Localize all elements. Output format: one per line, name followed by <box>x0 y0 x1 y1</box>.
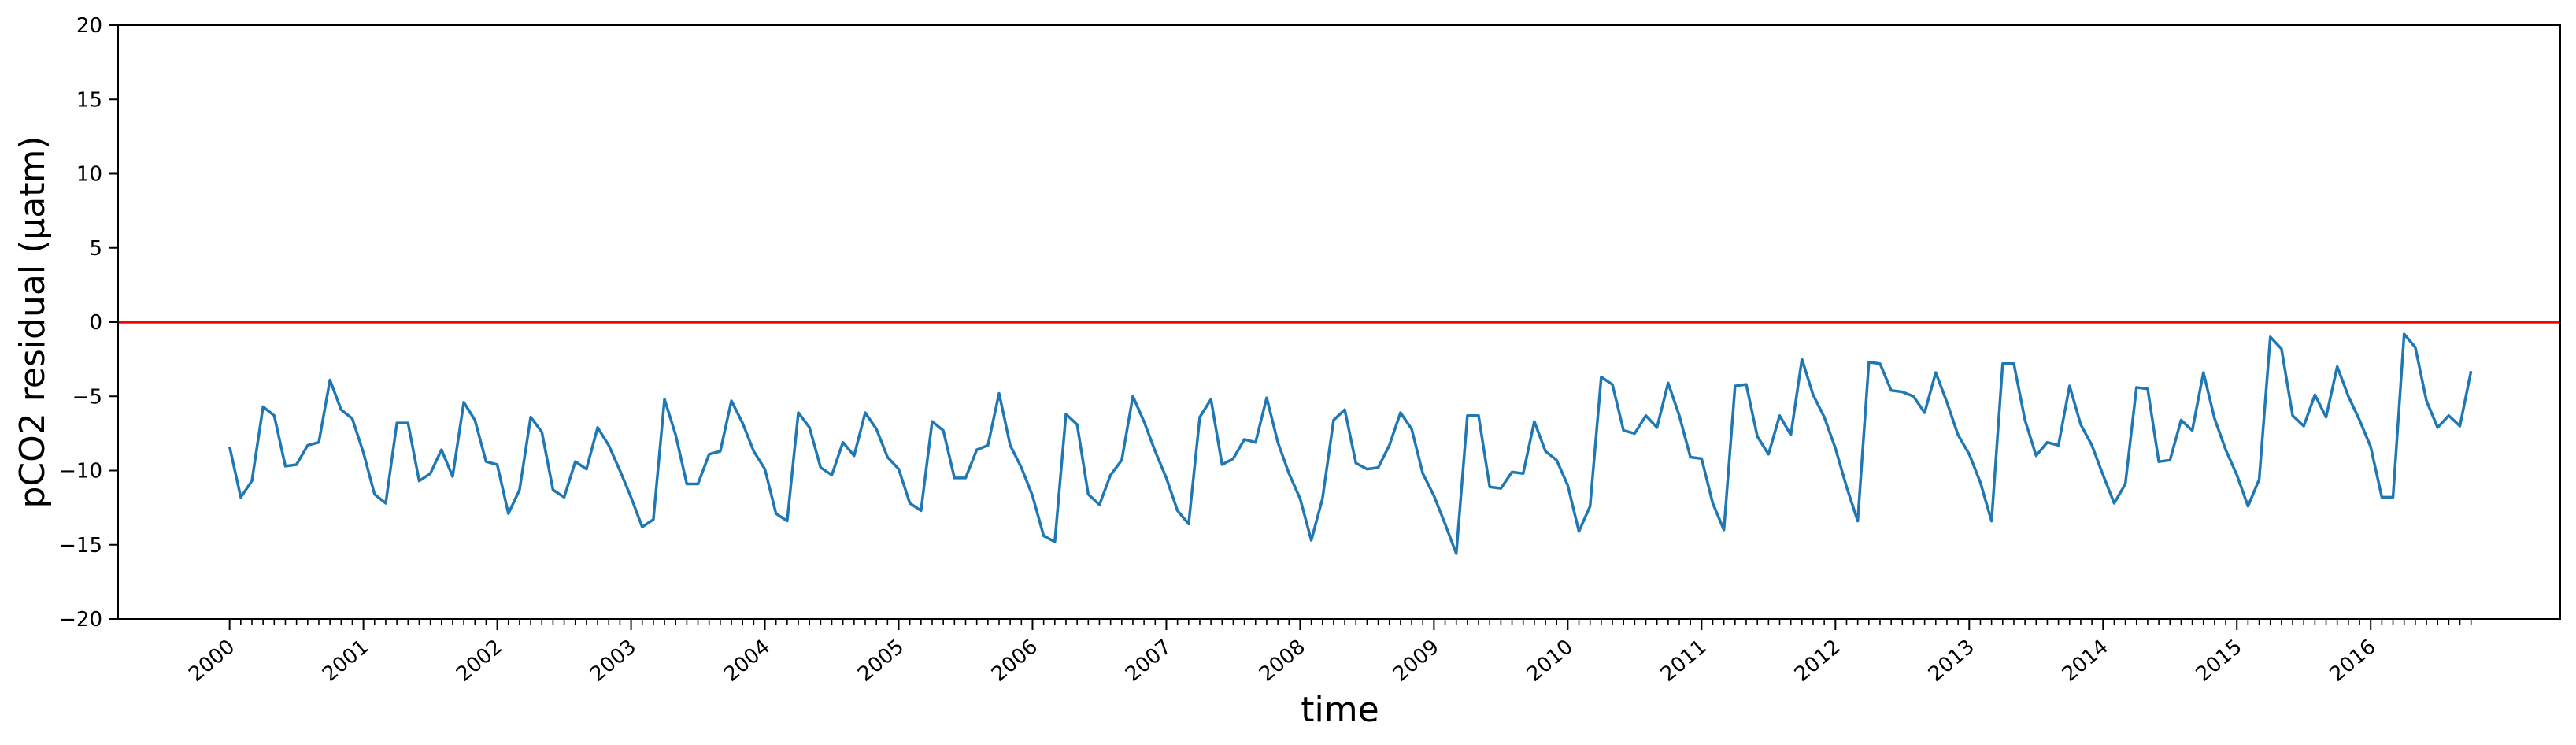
x-axis-title: time <box>1301 690 1379 730</box>
y-tick-label: 0 <box>89 311 102 335</box>
y-tick-label: −20 <box>59 608 102 632</box>
y-tick-label: 20 <box>76 14 102 38</box>
y-tick-label: −10 <box>59 460 102 484</box>
y-tick-label: −5 <box>72 385 102 409</box>
y-tick-label: 15 <box>76 88 102 112</box>
series-line <box>228 332 2473 555</box>
y-tick-label: 5 <box>89 237 102 261</box>
plot-frame <box>117 24 2561 620</box>
y-tick-label: −15 <box>59 534 102 558</box>
y-axis: −20 −15 −10 −5 0 5 10 15 20 <box>59 14 118 632</box>
y-axis-title: pCO2 residual (µatm) <box>13 136 53 509</box>
y-tick-label: 10 <box>76 163 102 187</box>
